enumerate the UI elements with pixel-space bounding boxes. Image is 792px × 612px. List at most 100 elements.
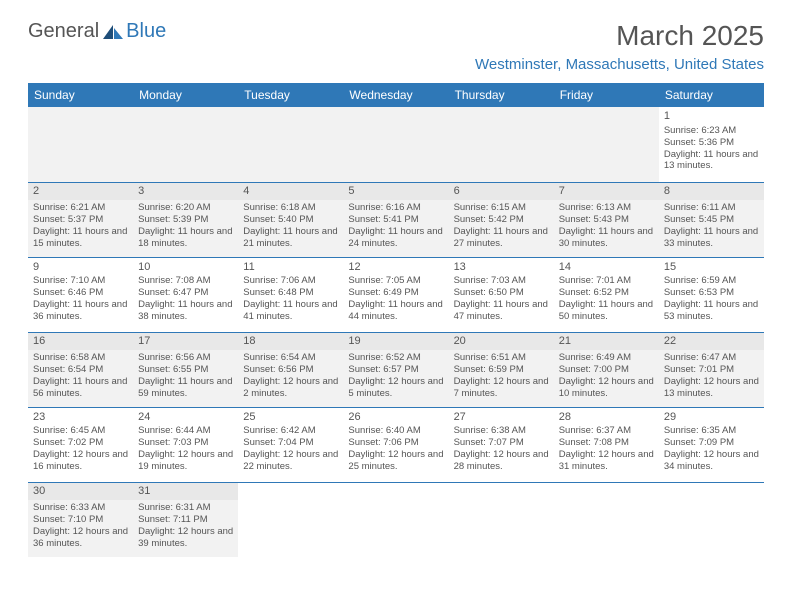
calendar-week: 30Sunrise: 6:33 AMSunset: 7:10 PMDayligh… bbox=[28, 482, 764, 557]
calendar-cell bbox=[28, 107, 133, 182]
sunset-line: Sunset: 5:43 PM bbox=[559, 214, 654, 226]
sunrise-line: Sunrise: 6:40 AM bbox=[348, 425, 443, 437]
calendar-cell: 23Sunrise: 6:45 AMSunset: 7:02 PMDayligh… bbox=[28, 407, 133, 482]
daylight-line: Daylight: 11 hours and 27 minutes. bbox=[454, 226, 549, 250]
daylight-line: Daylight: 11 hours and 21 minutes. bbox=[243, 226, 338, 250]
calendar-week: 9Sunrise: 7:10 AMSunset: 6:46 PMDaylight… bbox=[28, 257, 764, 332]
daylight-line: Daylight: 11 hours and 47 minutes. bbox=[454, 299, 549, 323]
sunrise-line: Sunrise: 6:33 AM bbox=[33, 502, 128, 514]
sunrise-line: Sunrise: 7:08 AM bbox=[138, 275, 233, 287]
day-number: 9 bbox=[33, 261, 128, 275]
calendar-cell: 8Sunrise: 6:11 AMSunset: 5:45 PMDaylight… bbox=[659, 182, 764, 257]
title-block: March 2025 Westminster, Massachusetts, U… bbox=[475, 20, 764, 73]
sunrise-line: Sunrise: 6:23 AM bbox=[664, 125, 759, 137]
calendar-cell: 31Sunrise: 6:31 AMSunset: 7:11 PMDayligh… bbox=[133, 482, 238, 557]
day-number: 25 bbox=[243, 411, 338, 425]
daylight-line: Daylight: 11 hours and 13 minutes. bbox=[664, 149, 759, 173]
calendar-cell: 19Sunrise: 6:52 AMSunset: 6:57 PMDayligh… bbox=[343, 332, 448, 407]
day-number: 10 bbox=[138, 261, 233, 275]
sunrise-line: Sunrise: 6:37 AM bbox=[559, 425, 654, 437]
calendar-cell: 21Sunrise: 6:49 AMSunset: 7:00 PMDayligh… bbox=[554, 332, 659, 407]
calendar-cell: 25Sunrise: 6:42 AMSunset: 7:04 PMDayligh… bbox=[238, 407, 343, 482]
daylight-line: Daylight: 12 hours and 34 minutes. bbox=[664, 449, 759, 473]
sunrise-line: Sunrise: 6:56 AM bbox=[138, 352, 233, 364]
sunset-line: Sunset: 6:54 PM bbox=[33, 364, 128, 376]
sunrise-line: Sunrise: 6:51 AM bbox=[454, 352, 549, 364]
sunset-line: Sunset: 6:57 PM bbox=[348, 364, 443, 376]
calendar-cell: 16Sunrise: 6:58 AMSunset: 6:54 PMDayligh… bbox=[28, 332, 133, 407]
sunrise-line: Sunrise: 6:20 AM bbox=[138, 202, 233, 214]
calendar-cell bbox=[343, 482, 448, 557]
sunset-line: Sunset: 7:06 PM bbox=[348, 437, 443, 449]
daylight-line: Daylight: 12 hours and 39 minutes. bbox=[138, 526, 233, 550]
sunrise-line: Sunrise: 6:35 AM bbox=[664, 425, 759, 437]
sunset-line: Sunset: 6:46 PM bbox=[33, 287, 128, 299]
sunrise-line: Sunrise: 6:44 AM bbox=[138, 425, 233, 437]
calendar-table: Sunday Monday Tuesday Wednesday Thursday… bbox=[28, 83, 764, 557]
sunrise-line: Sunrise: 6:42 AM bbox=[243, 425, 338, 437]
day-number: 28 bbox=[559, 411, 654, 425]
day-number: 15 bbox=[664, 261, 759, 275]
sunrise-line: Sunrise: 6:31 AM bbox=[138, 502, 233, 514]
calendar-cell: 17Sunrise: 6:56 AMSunset: 6:55 PMDayligh… bbox=[133, 332, 238, 407]
sunrise-line: Sunrise: 7:05 AM bbox=[348, 275, 443, 287]
sunrise-line: Sunrise: 6:59 AM bbox=[664, 275, 759, 287]
location-subtitle: Westminster, Massachusetts, United State… bbox=[475, 56, 764, 73]
day-number: 26 bbox=[348, 411, 443, 425]
sunrise-line: Sunrise: 6:47 AM bbox=[664, 352, 759, 364]
day-number: 17 bbox=[133, 333, 238, 351]
calendar-cell: 12Sunrise: 7:05 AMSunset: 6:49 PMDayligh… bbox=[343, 257, 448, 332]
day-number: 23 bbox=[33, 411, 128, 425]
daylight-line: Daylight: 11 hours and 59 minutes. bbox=[138, 376, 233, 400]
daylight-line: Daylight: 11 hours and 44 minutes. bbox=[348, 299, 443, 323]
sunset-line: Sunset: 6:50 PM bbox=[454, 287, 549, 299]
calendar-cell: 18Sunrise: 6:54 AMSunset: 6:56 PMDayligh… bbox=[238, 332, 343, 407]
day-number: 19 bbox=[343, 333, 448, 351]
sunrise-line: Sunrise: 6:21 AM bbox=[33, 202, 128, 214]
calendar-cell: 4Sunrise: 6:18 AMSunset: 5:40 PMDaylight… bbox=[238, 182, 343, 257]
sunset-line: Sunset: 5:39 PM bbox=[138, 214, 233, 226]
sunset-line: Sunset: 6:49 PM bbox=[348, 287, 443, 299]
logo-sail-icon bbox=[103, 25, 125, 39]
day-number: 4 bbox=[238, 183, 343, 201]
calendar-body: 1Sunrise: 6:23 AMSunset: 5:36 PMDaylight… bbox=[28, 107, 764, 557]
daylight-line: Daylight: 11 hours and 36 minutes. bbox=[33, 299, 128, 323]
calendar-cell: 11Sunrise: 7:06 AMSunset: 6:48 PMDayligh… bbox=[238, 257, 343, 332]
daylight-line: Daylight: 12 hours and 10 minutes. bbox=[559, 376, 654, 400]
sunrise-line: Sunrise: 6:16 AM bbox=[348, 202, 443, 214]
daylight-line: Daylight: 12 hours and 7 minutes. bbox=[454, 376, 549, 400]
sunrise-line: Sunrise: 6:45 AM bbox=[33, 425, 128, 437]
sunrise-line: Sunrise: 6:54 AM bbox=[243, 352, 338, 364]
sunset-line: Sunset: 6:55 PM bbox=[138, 364, 233, 376]
sunset-line: Sunset: 6:59 PM bbox=[454, 364, 549, 376]
daylight-line: Daylight: 12 hours and 28 minutes. bbox=[454, 449, 549, 473]
calendar-cell: 2Sunrise: 6:21 AMSunset: 5:37 PMDaylight… bbox=[28, 182, 133, 257]
daylight-line: Daylight: 11 hours and 53 minutes. bbox=[664, 299, 759, 323]
day-number: 12 bbox=[348, 261, 443, 275]
calendar-cell: 28Sunrise: 6:37 AMSunset: 7:08 PMDayligh… bbox=[554, 407, 659, 482]
sunset-line: Sunset: 5:41 PM bbox=[348, 214, 443, 226]
col-saturday: Saturday bbox=[659, 83, 764, 107]
logo-text-1: General bbox=[28, 20, 99, 43]
col-sunday: Sunday bbox=[28, 83, 133, 107]
calendar-cell: 24Sunrise: 6:44 AMSunset: 7:03 PMDayligh… bbox=[133, 407, 238, 482]
day-number: 13 bbox=[454, 261, 549, 275]
daylight-line: Daylight: 11 hours and 41 minutes. bbox=[243, 299, 338, 323]
day-number: 3 bbox=[133, 183, 238, 201]
logo-text-2: Blue bbox=[126, 20, 166, 43]
sunset-line: Sunset: 5:36 PM bbox=[664, 137, 759, 149]
daylight-line: Daylight: 11 hours and 15 minutes. bbox=[33, 226, 128, 250]
daylight-line: Daylight: 11 hours and 18 minutes. bbox=[138, 226, 233, 250]
sunset-line: Sunset: 7:10 PM bbox=[33, 514, 128, 526]
col-monday: Monday bbox=[133, 83, 238, 107]
sunset-line: Sunset: 5:45 PM bbox=[664, 214, 759, 226]
sunset-line: Sunset: 7:04 PM bbox=[243, 437, 338, 449]
calendar-cell: 15Sunrise: 6:59 AMSunset: 6:53 PMDayligh… bbox=[659, 257, 764, 332]
calendar-cell bbox=[133, 107, 238, 182]
sunset-line: Sunset: 7:09 PM bbox=[664, 437, 759, 449]
sunrise-line: Sunrise: 6:49 AM bbox=[559, 352, 654, 364]
sunset-line: Sunset: 7:00 PM bbox=[559, 364, 654, 376]
day-number: 22 bbox=[659, 333, 764, 351]
calendar-cell: 3Sunrise: 6:20 AMSunset: 5:39 PMDaylight… bbox=[133, 182, 238, 257]
day-number: 16 bbox=[28, 333, 133, 351]
